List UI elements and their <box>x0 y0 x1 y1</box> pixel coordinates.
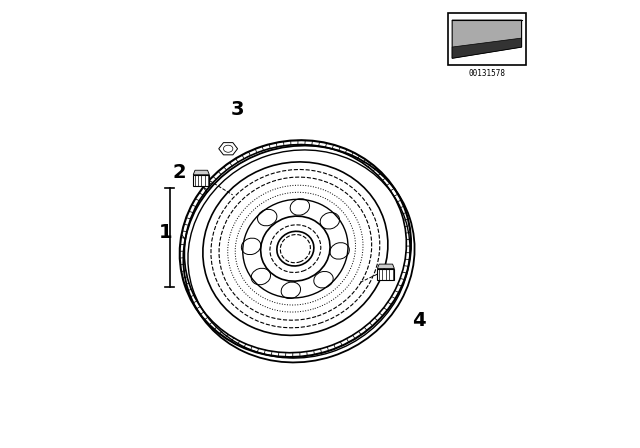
Polygon shape <box>219 142 237 155</box>
Text: 1: 1 <box>159 224 172 242</box>
Polygon shape <box>452 20 522 58</box>
Polygon shape <box>193 170 209 175</box>
Polygon shape <box>193 175 209 186</box>
Polygon shape <box>452 38 522 58</box>
Bar <box>448 13 526 65</box>
Text: 00131578: 00131578 <box>468 69 506 78</box>
Polygon shape <box>378 264 394 269</box>
Text: 3: 3 <box>230 100 244 119</box>
Text: 4: 4 <box>412 311 426 330</box>
Polygon shape <box>378 269 394 280</box>
Text: 2: 2 <box>172 163 186 182</box>
